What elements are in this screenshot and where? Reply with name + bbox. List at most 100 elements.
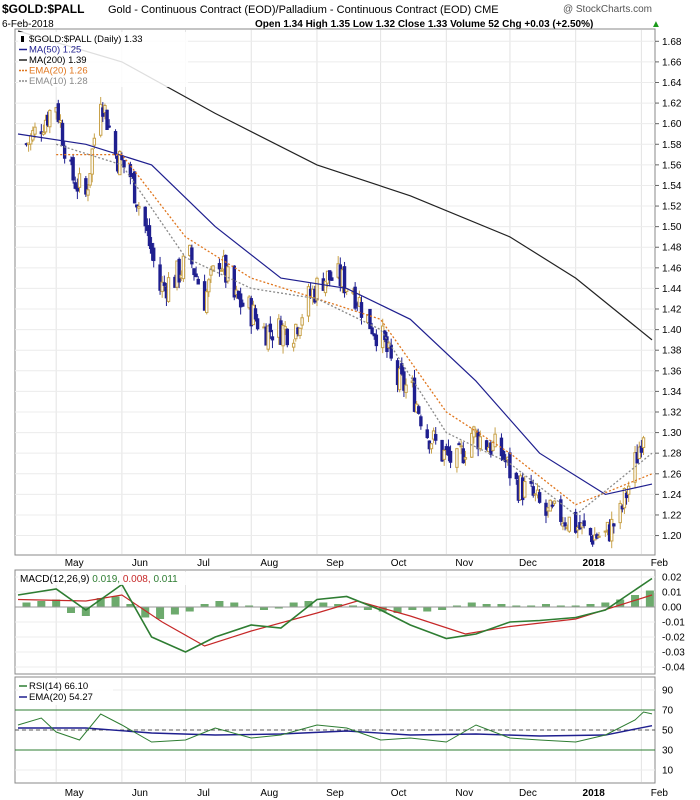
macd-histogram-bar bbox=[289, 602, 298, 607]
candle-down bbox=[639, 445, 644, 453]
candle-up bbox=[610, 518, 614, 542]
price-tick-label: 1.28 bbox=[662, 449, 682, 460]
chg-arrow-icon: ▲ bbox=[651, 19, 661, 30]
candle-up bbox=[478, 436, 482, 450]
price-tick-label: 1.52 bbox=[662, 202, 682, 213]
macd-line bbox=[17, 577, 653, 653]
macd-histogram-bar bbox=[452, 605, 461, 607]
price-tick-label: 1.44 bbox=[662, 284, 682, 295]
price-tick-label: 1.58 bbox=[662, 140, 682, 151]
candle-down bbox=[113, 131, 118, 156]
candle-up bbox=[300, 317, 304, 326]
candle-up bbox=[41, 131, 46, 135]
rsi-line bbox=[17, 711, 653, 743]
candle-down bbox=[353, 286, 357, 309]
candle-down bbox=[368, 308, 372, 330]
macd-tick-label: -0.02 bbox=[662, 633, 685, 644]
candle-down bbox=[268, 323, 273, 333]
price-tick-label: 1.24 bbox=[662, 490, 682, 501]
month-label: May bbox=[65, 558, 84, 569]
candle-down bbox=[402, 371, 406, 391]
month-label: 2018 bbox=[583, 788, 606, 799]
macd-histogram-bar bbox=[96, 598, 105, 607]
macd-histogram-bar bbox=[185, 607, 194, 612]
candle-down bbox=[484, 440, 489, 450]
candle-down bbox=[457, 443, 461, 446]
candle-down bbox=[563, 522, 567, 527]
candle-down bbox=[461, 448, 465, 464]
macd-tick-label: 0.01 bbox=[662, 588, 682, 599]
candle-down bbox=[158, 264, 162, 291]
price-legend-item: EMA(10) 1.28 bbox=[29, 76, 88, 87]
month-label: 2018 bbox=[583, 558, 606, 569]
candle-up bbox=[207, 279, 211, 293]
month-label: Oct bbox=[391, 558, 407, 569]
candle-up bbox=[442, 449, 446, 460]
price-tick-label: 1.26 bbox=[662, 469, 682, 480]
macd-histogram-bar bbox=[81, 607, 90, 616]
candle-down bbox=[514, 472, 518, 480]
rsi-layer bbox=[15, 709, 655, 751]
candle-down bbox=[359, 302, 364, 318]
candle-down bbox=[217, 263, 222, 270]
candle-up bbox=[33, 126, 37, 135]
candle-down bbox=[412, 377, 417, 412]
axis-layer: May May Jun Jun Jul Jul Aug Aug Sep Sep Oct Oct Nov N… bbox=[65, 37, 686, 799]
candle-down bbox=[503, 460, 508, 463]
candle-down bbox=[75, 185, 80, 192]
candle-up bbox=[211, 265, 215, 271]
candle-up bbox=[219, 269, 224, 272]
candle-down bbox=[588, 527, 593, 536]
rsi-ema-line bbox=[18, 725, 653, 737]
candle-up bbox=[567, 516, 572, 532]
rsi-tick-label: 30 bbox=[662, 746, 674, 757]
candle-up bbox=[291, 342, 296, 348]
candle-up bbox=[266, 325, 270, 350]
candle-down bbox=[425, 429, 429, 439]
rsi-legend-item: EMA(20) 54.27 bbox=[29, 692, 93, 703]
candle-up bbox=[283, 326, 287, 330]
price-tick-label: 1.62 bbox=[662, 99, 682, 110]
month-label: Sep bbox=[326, 558, 344, 569]
macd-histogram-bar bbox=[438, 607, 447, 610]
candle-down bbox=[147, 225, 152, 247]
candle-down bbox=[417, 406, 421, 414]
month-label: Jun bbox=[132, 558, 148, 569]
candle-up bbox=[315, 277, 319, 301]
month-label: Jul bbox=[197, 788, 210, 799]
candle-up bbox=[205, 291, 209, 314]
macd-tick-label: 0.00 bbox=[662, 603, 682, 614]
brand-label: @ StockCharts.com bbox=[563, 4, 652, 15]
macd-histogram-bar bbox=[556, 605, 565, 607]
candle-down bbox=[190, 247, 194, 265]
macd-histogram-bar bbox=[126, 604, 135, 607]
month-label: Aug bbox=[260, 788, 278, 799]
candle-down bbox=[192, 268, 196, 276]
price-tick-label: 1.66 bbox=[662, 57, 682, 68]
candle-up bbox=[58, 119, 63, 123]
candle-down bbox=[241, 302, 245, 307]
macd-legend: MACD(12,26,9) 0.019, 0.008, 0.011 bbox=[18, 572, 230, 585]
month-label: Dec bbox=[519, 558, 537, 569]
candle-down bbox=[107, 125, 111, 128]
candle-up bbox=[298, 327, 302, 336]
ema10-line bbox=[56, 143, 653, 516]
macd-histogram-bar bbox=[141, 607, 150, 618]
price-tick-label: 1.46 bbox=[662, 263, 682, 274]
candle-down bbox=[196, 278, 200, 285]
price-tick-label: 1.68 bbox=[662, 37, 682, 48]
candle-up bbox=[633, 452, 637, 483]
macd-histogram-bar bbox=[378, 607, 387, 612]
candle-down bbox=[550, 504, 555, 507]
candle-down bbox=[448, 450, 453, 463]
candle-up bbox=[463, 457, 468, 460]
candle-down bbox=[105, 109, 109, 130]
price-tick-label: 1.50 bbox=[662, 222, 682, 233]
candle-up bbox=[98, 103, 103, 136]
candle-up bbox=[459, 445, 463, 448]
macd-tick-label: -0.03 bbox=[662, 648, 685, 659]
macd-histogram-bar bbox=[52, 599, 61, 607]
